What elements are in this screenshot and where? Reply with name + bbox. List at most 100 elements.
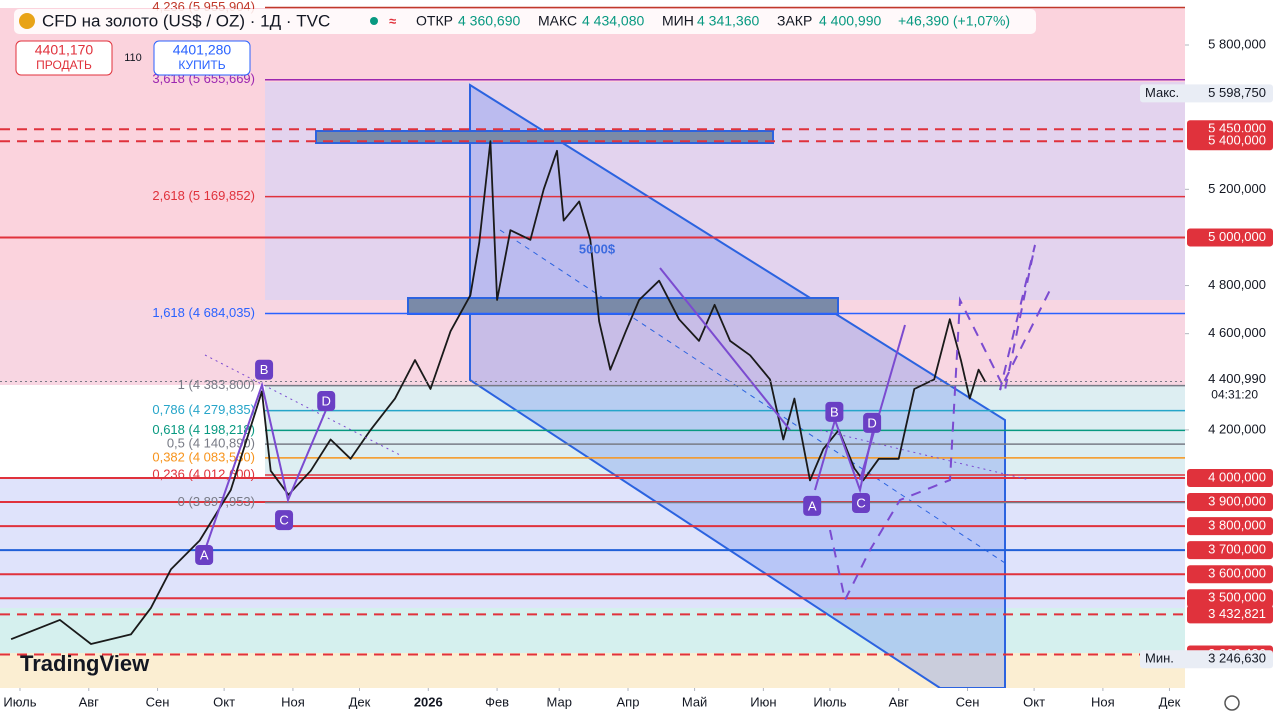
header-bar bbox=[14, 9, 1036, 34]
projection bbox=[829, 244, 1051, 603]
x-tick-label: Июн bbox=[750, 694, 776, 709]
level-tag bbox=[1187, 493, 1273, 512]
pattern-point bbox=[852, 493, 871, 514]
fib-label: 2,618 (5 169,852) bbox=[152, 188, 255, 203]
x-tick-label: Мар bbox=[546, 694, 571, 709]
pattern-label: B bbox=[830, 404, 839, 419]
ohlc-value: 4 400,990 bbox=[819, 13, 881, 29]
countdown: 04:31:20 bbox=[1211, 388, 1258, 402]
sell-price: 4401,170 bbox=[35, 42, 94, 58]
x-tick-label: Апр bbox=[617, 694, 640, 709]
x-tick-label: 2026 bbox=[414, 694, 443, 709]
sell-label: ПРОДАТЬ bbox=[36, 58, 92, 72]
fib-label: 0,236 (4 012,600) bbox=[152, 466, 255, 481]
pattern-point bbox=[863, 412, 882, 433]
fib-zone-low bbox=[265, 385, 1185, 478]
arrow bbox=[859, 324, 906, 481]
pattern-point bbox=[803, 495, 822, 516]
symbol-icon bbox=[19, 13, 35, 29]
zone-box bbox=[407, 297, 839, 315]
fib-label: 0,382 (4 083,530) bbox=[152, 449, 255, 464]
pattern-point bbox=[275, 510, 294, 531]
sell-button[interactable] bbox=[15, 40, 113, 76]
pattern-point bbox=[255, 359, 274, 380]
level-tag bbox=[1187, 589, 1273, 608]
ohlc-label: ОТКР bbox=[416, 13, 453, 29]
x-tick-label: Фев bbox=[485, 694, 509, 709]
buy-button[interactable] bbox=[153, 40, 251, 76]
settings-icon[interactable] bbox=[1224, 695, 1240, 711]
symbol-title[interactable]: CFD на золото (US$ / OZ) · 1Д · TVC bbox=[42, 11, 330, 30]
level-tag bbox=[1187, 132, 1273, 151]
x-tick-label: Дек bbox=[349, 694, 371, 709]
logo: TradingView bbox=[20, 651, 150, 676]
y-tick-label: 4 200,000 bbox=[1208, 421, 1266, 436]
level-tag-label: 3 600,000 bbox=[1208, 566, 1266, 581]
ohlc-value: 4 434,080 bbox=[582, 13, 644, 29]
marker-value: 3 246,630 bbox=[1208, 651, 1266, 666]
fib-label: 1 (4 383,800) bbox=[178, 377, 255, 392]
ohlc-label: ЗАКР bbox=[777, 13, 812, 29]
buy-price: 4401,280 bbox=[173, 42, 232, 58]
pattern-label: D bbox=[867, 415, 876, 430]
marker-title: Макс. bbox=[1145, 85, 1179, 100]
status-dot bbox=[370, 17, 378, 25]
buy-label: КУПИТЬ bbox=[178, 58, 225, 72]
fib-label: 0,786 (4 279,835) bbox=[152, 402, 255, 417]
pattern-point bbox=[825, 401, 844, 422]
level-tag bbox=[1187, 228, 1273, 247]
pattern-label: D bbox=[322, 393, 331, 408]
level-tag-label: 4 000,000 bbox=[1208, 469, 1266, 484]
ohlc-value: 4 360,690 bbox=[458, 13, 520, 29]
y-tick-label: 5 800,000 bbox=[1208, 36, 1266, 51]
triangle bbox=[204, 354, 401, 456]
zone-bottom bbox=[0, 608, 1185, 653]
level-tag bbox=[1187, 605, 1273, 624]
level-tag-label: 5 000,000 bbox=[1208, 229, 1266, 244]
x-tick-label: Окт bbox=[213, 694, 235, 709]
x-tick-label: Авг bbox=[889, 694, 910, 709]
zone-box bbox=[315, 130, 774, 144]
pattern-label: A bbox=[200, 547, 209, 562]
pattern-label: A bbox=[808, 498, 817, 513]
spread: 110 bbox=[124, 52, 142, 64]
status-icon: ≈ bbox=[389, 13, 396, 28]
level-tag bbox=[1187, 541, 1273, 560]
pattern-label: C bbox=[279, 513, 288, 528]
level-tag bbox=[1187, 517, 1273, 536]
x-tick-label: Авг bbox=[79, 694, 100, 709]
level-tag-label: 3 432,821 bbox=[1208, 606, 1266, 621]
ohlc-value: 4 341,360 bbox=[697, 13, 759, 29]
marker-bg bbox=[1140, 650, 1273, 669]
x-tick-label: Окт bbox=[1023, 694, 1045, 709]
level-tag-label: 3 500,000 bbox=[1208, 590, 1266, 605]
pattern-point bbox=[195, 544, 214, 565]
level-tag-label: 3 700,000 bbox=[1208, 542, 1266, 557]
fib-label: 0 (3 897,953) bbox=[178, 494, 255, 509]
level-tag-label: 3 800,000 bbox=[1208, 518, 1266, 533]
x-tick-label: Июль bbox=[813, 694, 846, 709]
pattern-point bbox=[317, 391, 336, 412]
fib-label: 1,618 (4 684,035) bbox=[152, 305, 255, 320]
x-tick-label: Май bbox=[682, 694, 707, 709]
marker-bg bbox=[1140, 84, 1273, 103]
arrow bbox=[659, 267, 791, 431]
channel-mid bbox=[499, 229, 1006, 564]
x-tick-label: Июль bbox=[3, 694, 36, 709]
level-tag bbox=[1187, 468, 1273, 487]
level-tag bbox=[1187, 565, 1273, 584]
level-tag-label: 5 450,000 bbox=[1208, 121, 1266, 136]
pattern-label: B bbox=[260, 362, 269, 377]
x-tick-label: Сен bbox=[146, 694, 170, 709]
marker-title: Мин. bbox=[1145, 651, 1174, 666]
x-tick-label: Ноя bbox=[281, 694, 305, 709]
x-tick-label: Сен bbox=[956, 694, 980, 709]
annotation: 5000$ bbox=[579, 241, 616, 256]
ohlc-label: МАКС bbox=[538, 13, 577, 29]
marker-value: 5 598,750 bbox=[1208, 85, 1266, 100]
last-price: 4 400,990 bbox=[1208, 371, 1266, 386]
y-tick-label: 4 800,000 bbox=[1208, 277, 1266, 292]
pattern-line bbox=[204, 381, 327, 551]
